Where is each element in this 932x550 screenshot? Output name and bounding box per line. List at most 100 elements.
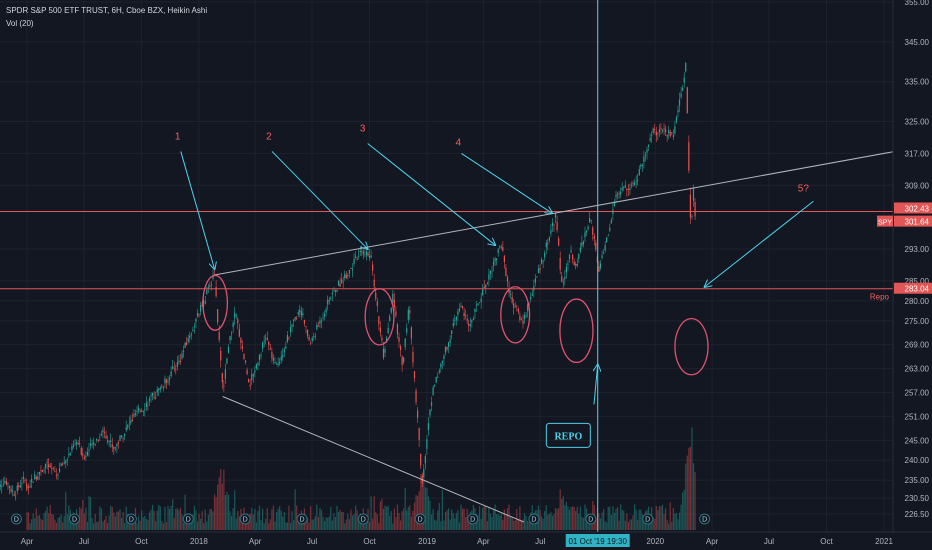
price-tick-label: 325.00 (905, 118, 930, 127)
candle-body (564, 277, 566, 280)
candle-body (246, 369, 248, 375)
volume-bar (542, 518, 544, 530)
candle-body (283, 349, 285, 353)
volume-bar (288, 505, 290, 530)
candle-body (241, 346, 244, 349)
candle-body (314, 335, 316, 337)
candle-body (257, 363, 259, 365)
volume-bar (595, 519, 597, 530)
candle-body (469, 324, 471, 326)
candle-body (7, 483, 9, 485)
candle-body (130, 420, 132, 423)
chart-legend: SPDR S&P 500 ETF TRUST, 6H, Cboe BZX, He… (6, 4, 207, 30)
candle-body (370, 255, 372, 258)
candle-body (511, 296, 513, 303)
volume-bar (351, 515, 354, 530)
candle-body (561, 276, 563, 282)
volume-bar (294, 489, 296, 530)
volume-bar (513, 520, 515, 530)
candle-body (175, 369, 177, 370)
volume-bar (223, 469, 225, 530)
candle-body (364, 255, 366, 257)
candle-body (212, 275, 214, 279)
price-tick-label: 240.00 (905, 456, 930, 465)
candle-body (537, 268, 540, 274)
dividend-marker-label: D (300, 517, 305, 524)
level-price-tag-label: 283.04 (905, 285, 930, 294)
volume-bar (280, 510, 282, 530)
volume-bar (60, 514, 62, 530)
price-tick-label: 226.50 (905, 510, 930, 519)
candle-body (79, 443, 81, 445)
volume-bar (399, 520, 402, 530)
candle-body (461, 306, 464, 309)
candle-body (579, 247, 581, 252)
dividend-marker-label: D (470, 517, 475, 524)
candle-body (279, 362, 281, 364)
volume-bar (91, 517, 93, 530)
volume-bar (263, 523, 265, 530)
dividend-marker (357, 513, 369, 525)
candle-body (155, 397, 157, 399)
candle-body (548, 237, 550, 241)
candle-body (389, 315, 391, 321)
volume-bar (545, 505, 547, 530)
candle-body (492, 261, 495, 266)
candle-body (204, 300, 206, 304)
volume-bar (330, 506, 332, 530)
volume-bar (136, 522, 138, 530)
candle-body (466, 318, 468, 321)
volume-bar (415, 495, 417, 530)
volume-bar (511, 517, 513, 530)
candle-body (254, 370, 256, 373)
candle-body (505, 267, 507, 277)
volume-bar (491, 517, 493, 530)
candle-body (297, 312, 299, 315)
candle-body (506, 277, 509, 282)
candle-body (660, 127, 662, 130)
volume-bar (627, 521, 629, 530)
volume-bar (275, 511, 278, 530)
candle-body (499, 246, 501, 248)
candle-body (103, 432, 106, 434)
volume-bar (430, 514, 433, 530)
candle-body (128, 423, 130, 425)
volume-bar (114, 516, 116, 530)
candle-body (145, 402, 147, 408)
volume-bar (328, 516, 330, 530)
volume-bar (334, 517, 337, 530)
volume-bar (237, 510, 239, 530)
candle-body (584, 232, 586, 238)
volume-bar (107, 523, 109, 530)
candle-body (568, 254, 571, 259)
volume-bar (138, 516, 140, 530)
candle-body (83, 457, 85, 459)
trendline (214, 148, 906, 276)
volume-bar (654, 518, 656, 530)
candle-body (475, 304, 478, 306)
dividend-marker (585, 513, 597, 525)
candle-body (271, 352, 273, 359)
symbol-title[interactable]: SPDR S&P 500 ETF TRUST, 6H, Cboe BZX, He… (6, 6, 208, 15)
candle-body (85, 456, 87, 458)
volume-bar (657, 510, 659, 530)
volume-bar (224, 495, 226, 530)
volume-bar (265, 518, 267, 530)
annotation-arrows (180, 143, 814, 405)
candle-body (234, 313, 236, 318)
candle-body (551, 222, 554, 226)
candle-body (176, 362, 178, 367)
volume-bar (451, 509, 453, 530)
volume-bar (37, 515, 39, 530)
candle-body (184, 342, 186, 348)
volume-bar (179, 507, 182, 530)
candle-body (556, 221, 558, 230)
highlight-ellipses (202, 274, 709, 376)
candle-body (339, 283, 341, 287)
volume-bar (486, 521, 488, 530)
volume-indicator-label[interactable]: Vol (20) (6, 19, 34, 28)
annotation-label-5: 5? (798, 183, 810, 194)
volume-bar (435, 520, 437, 530)
time-tick-label: Oct (820, 537, 833, 546)
